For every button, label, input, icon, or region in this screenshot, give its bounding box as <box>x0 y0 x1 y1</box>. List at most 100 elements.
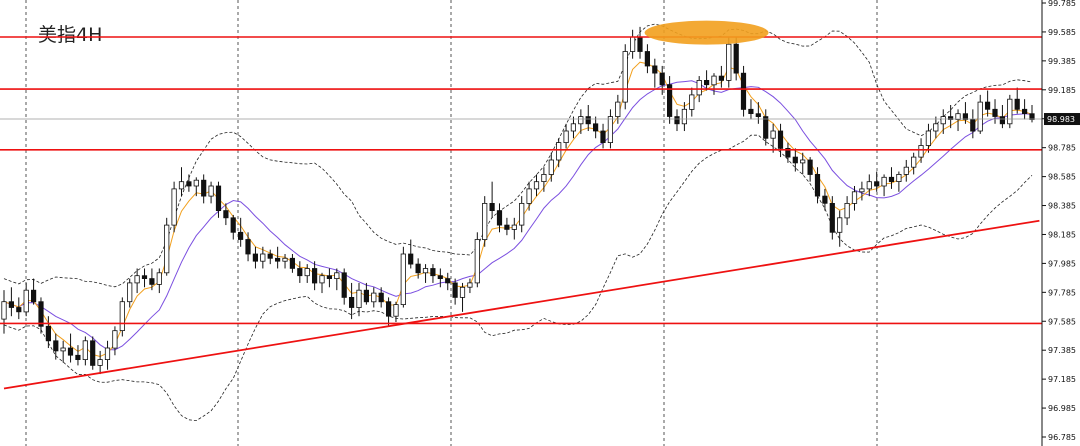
candle <box>215 181 222 218</box>
candle-body <box>814 173 821 197</box>
candle <box>674 109 680 132</box>
candle <box>208 181 214 204</box>
candle-body <box>90 340 96 366</box>
candle-body <box>970 119 976 132</box>
candle <box>563 123 569 149</box>
candle-body <box>496 210 503 226</box>
candle <box>1014 87 1020 114</box>
candle-body <box>400 253 406 305</box>
candle-body <box>260 253 266 262</box>
candle-body <box>445 278 451 284</box>
candle-body <box>637 36 643 52</box>
candle-body <box>851 191 858 204</box>
candle-body <box>215 185 222 212</box>
candle <box>800 152 806 175</box>
candle <box>30 278 37 305</box>
candle-body <box>186 181 192 187</box>
candle-body <box>230 217 236 233</box>
candle <box>874 171 880 192</box>
candle <box>274 246 281 269</box>
candle-body <box>933 123 939 132</box>
candle-body <box>659 72 665 86</box>
candle <box>459 282 466 312</box>
y-tick-label: 97.585 <box>1048 317 1076 326</box>
candle-body <box>578 116 584 125</box>
candle <box>711 73 717 95</box>
candle-body <box>341 272 347 298</box>
candle-body <box>726 43 732 81</box>
candle <box>519 196 525 233</box>
candle-body <box>748 108 754 115</box>
candle-body <box>689 94 695 110</box>
candle-body <box>600 130 606 144</box>
candle-body <box>97 359 103 366</box>
candle-body <box>1 301 7 320</box>
candle-body <box>356 289 362 309</box>
candle-body <box>548 159 554 175</box>
candle <box>622 44 628 110</box>
candle <box>644 44 651 74</box>
candle <box>940 109 946 134</box>
candle-body <box>652 65 658 74</box>
candle <box>201 174 207 204</box>
candle <box>718 65 725 88</box>
candle <box>452 278 458 305</box>
candle <box>1029 104 1035 123</box>
candle <box>334 268 340 291</box>
candle <box>541 167 547 192</box>
candle-body <box>504 224 510 230</box>
y-tick-label: 99.585 <box>1048 28 1076 37</box>
candle <box>740 65 747 117</box>
candle <box>437 268 443 288</box>
candle <box>1022 99 1028 120</box>
candle-body <box>156 272 162 285</box>
candle <box>681 102 688 132</box>
candle <box>16 297 22 320</box>
candle-body <box>977 101 983 132</box>
candle-body <box>667 84 673 117</box>
candle-body <box>415 263 421 274</box>
candle <box>371 287 377 308</box>
candle-body <box>800 159 806 164</box>
candle <box>237 217 244 247</box>
candle <box>844 196 850 226</box>
candle-body <box>8 301 14 308</box>
candle-body <box>556 142 562 161</box>
y-tick-label: 98.785 <box>1048 144 1076 153</box>
candle-body <box>918 145 924 158</box>
candle-body <box>245 239 251 255</box>
candle <box>785 142 791 163</box>
candle <box>67 333 74 363</box>
candle-body <box>829 202 835 233</box>
candle-body <box>23 289 29 313</box>
candle <box>733 36 739 81</box>
candle <box>186 174 192 192</box>
candle-body <box>326 275 333 280</box>
candle <box>141 268 148 288</box>
candle-body <box>252 253 258 262</box>
candle-body <box>30 289 37 303</box>
candle <box>230 214 236 240</box>
candle-body <box>193 179 199 187</box>
candle-body <box>807 159 813 175</box>
candle <box>948 104 954 129</box>
candle-body <box>785 147 791 158</box>
candle <box>193 177 199 197</box>
candle-body <box>511 224 517 230</box>
y-tick-label: 99.385 <box>1048 57 1076 66</box>
candle <box>792 148 798 172</box>
candle-body <box>859 188 865 193</box>
candle-body <box>533 181 540 190</box>
candle <box>149 268 155 291</box>
candle <box>319 272 325 294</box>
y-tick-label: 97.385 <box>1048 346 1076 355</box>
candle-body <box>1014 98 1020 110</box>
candle <box>348 282 355 320</box>
candle-body <box>237 231 244 240</box>
candle-body <box>304 268 310 277</box>
candle-body <box>615 101 621 117</box>
candle-body <box>60 347 66 352</box>
candle-body <box>67 347 74 356</box>
candle-body <box>607 116 614 143</box>
